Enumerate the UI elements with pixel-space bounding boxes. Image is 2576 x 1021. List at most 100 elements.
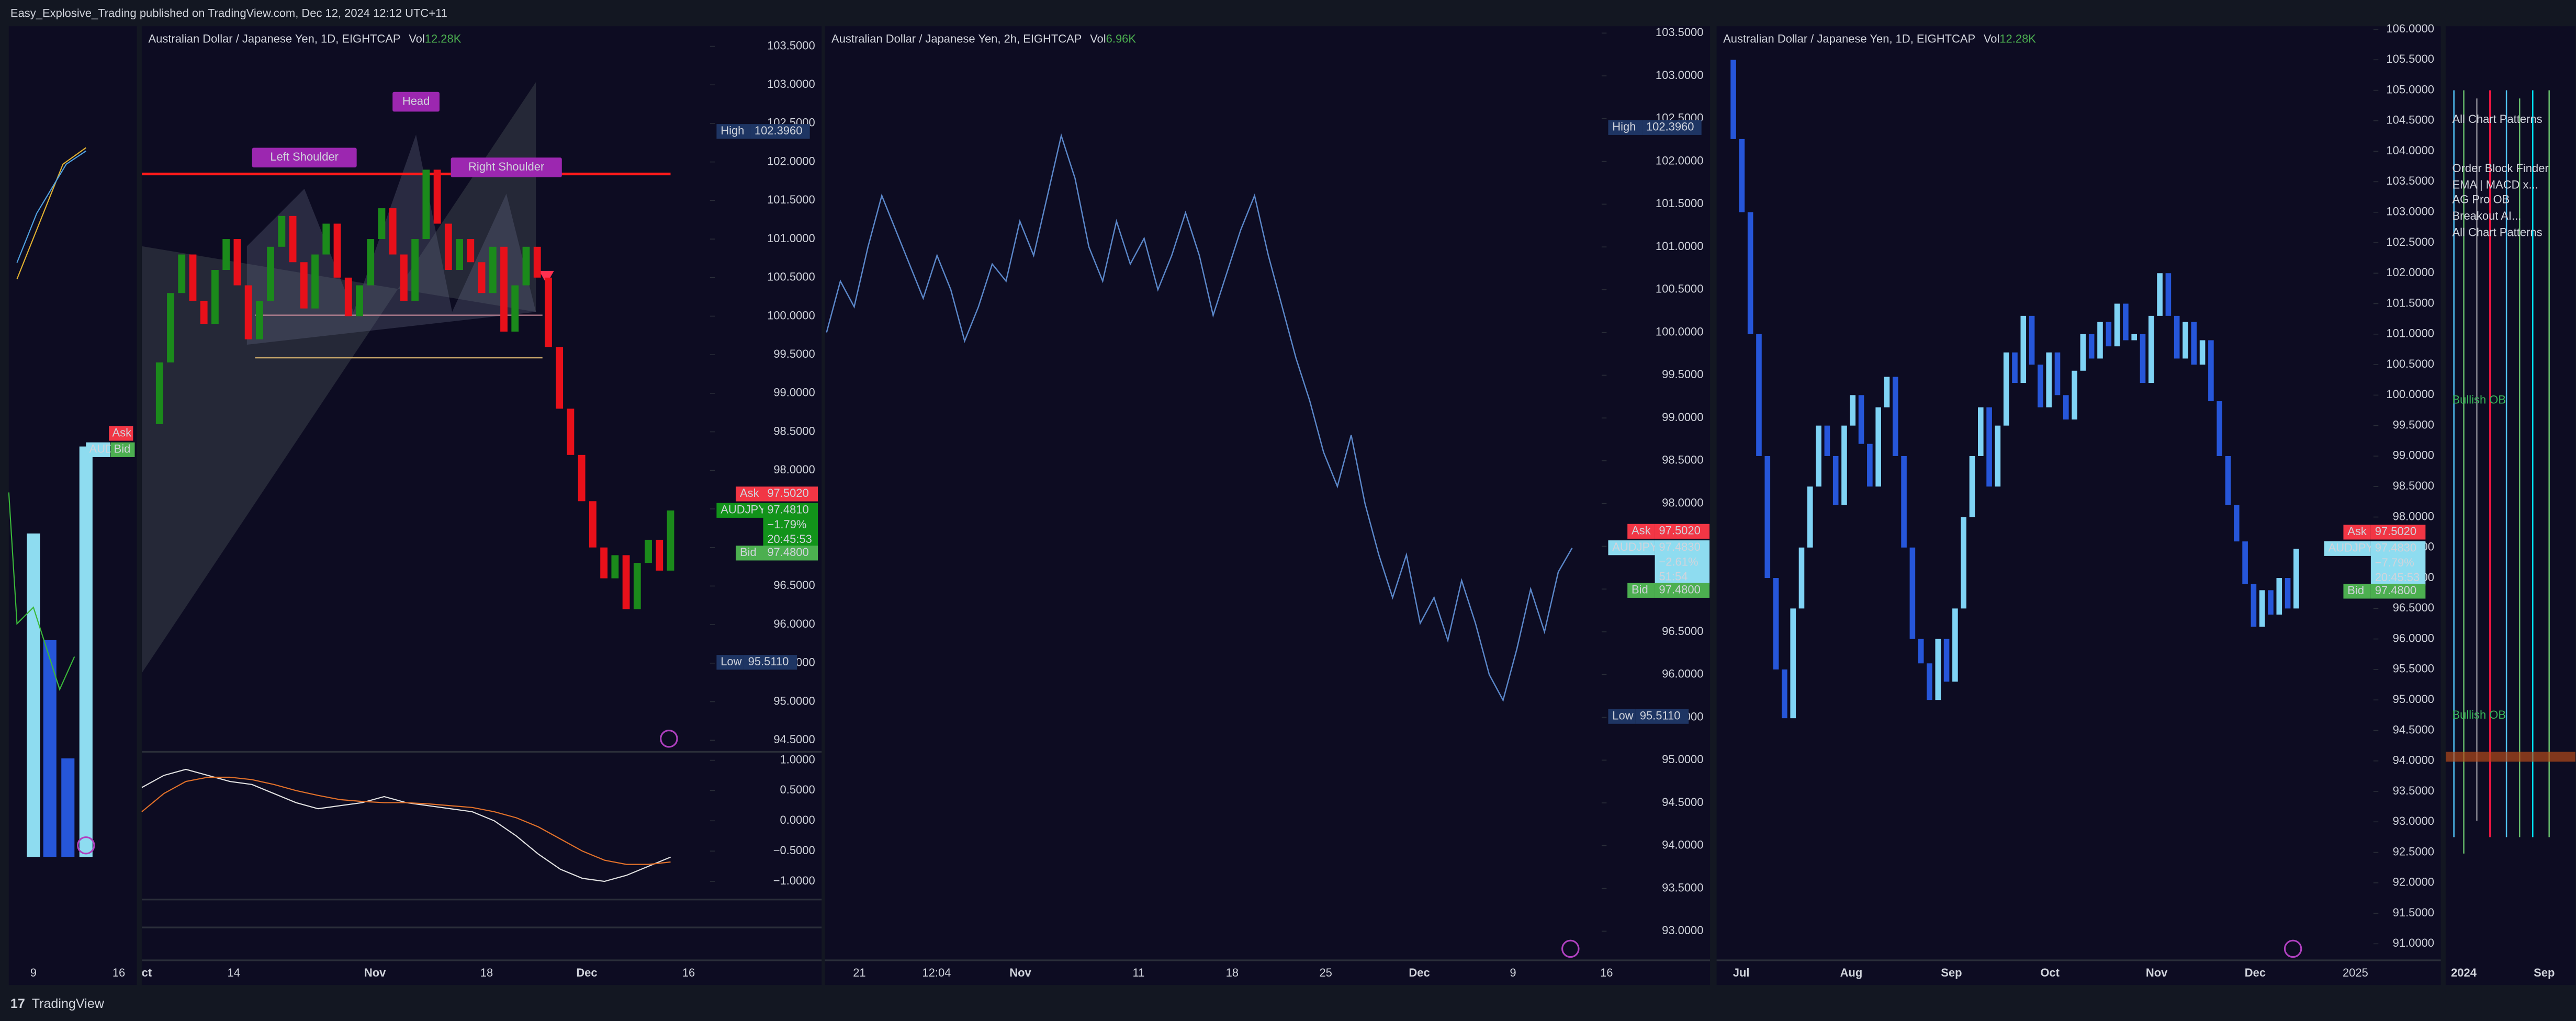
x-tick-label: Aug bbox=[1840, 966, 1863, 979]
y-tick-label: −0.5000 bbox=[773, 844, 815, 857]
candle bbox=[444, 223, 452, 270]
tag-name: Bid bbox=[2347, 584, 2364, 597]
vol-label: Vol bbox=[1984, 32, 2000, 45]
candle bbox=[2054, 352, 2061, 395]
candle bbox=[1875, 407, 1881, 487]
x-tick-label: 12:04 bbox=[922, 966, 951, 979]
y-tick-label: 93.5000 bbox=[1662, 881, 1703, 894]
tag-value: 97.4830 bbox=[2375, 541, 2416, 554]
y-tick-label: 95.5000 bbox=[2393, 662, 2434, 675]
price-tag bbox=[86, 442, 110, 458]
tag-value-box bbox=[744, 655, 797, 670]
candle bbox=[422, 169, 430, 240]
y-tick-label: 94.0000 bbox=[1662, 838, 1703, 852]
candle bbox=[1986, 407, 1992, 487]
y-tick-label: 103.0000 bbox=[767, 77, 815, 90]
price-tag bbox=[109, 426, 133, 441]
y-tick-label: 1.0000 bbox=[780, 753, 815, 766]
pattern-label: Right Shoulder bbox=[468, 160, 544, 173]
candle bbox=[2208, 340, 2214, 402]
y-tick-label: 94.5000 bbox=[1662, 796, 1703, 809]
indicator-label: All Chart Patterns bbox=[2453, 112, 2543, 126]
tag-name-box bbox=[736, 546, 763, 561]
x-tick-label: 21 bbox=[853, 966, 865, 979]
candle bbox=[2165, 273, 2172, 316]
tag-value: 95.5110 bbox=[748, 655, 789, 668]
indicator-label: Bullish OB bbox=[2453, 708, 2506, 721]
tag-value-box bbox=[763, 486, 818, 502]
x-tick-label: 16 bbox=[1600, 966, 1613, 979]
tag-name-box bbox=[716, 124, 751, 139]
tag-value: 95.5110 bbox=[1640, 709, 1681, 722]
price-tag-label: Bid bbox=[114, 443, 131, 456]
x-tick-label: 2025 bbox=[2343, 966, 2368, 979]
tag-value: 97.4830 bbox=[1659, 540, 1700, 553]
y-tick-label: 100.0000 bbox=[1656, 325, 1704, 338]
candle bbox=[2131, 334, 2137, 341]
x-tick-label: ct bbox=[142, 966, 152, 979]
icon bbox=[1561, 939, 1580, 958]
candle bbox=[356, 285, 363, 316]
indicator-label: Bullish OB bbox=[2453, 393, 2506, 406]
candle bbox=[2088, 334, 2095, 359]
candle bbox=[1782, 669, 1787, 719]
candle bbox=[2012, 352, 2018, 383]
candle bbox=[2063, 395, 2069, 420]
candle bbox=[1739, 139, 1745, 212]
side-line bbox=[16, 150, 86, 263]
x-tick-label: Dec bbox=[576, 966, 597, 979]
candle bbox=[311, 254, 319, 309]
x-tick-label: Nov bbox=[364, 966, 386, 979]
y-tick-label: 93.5000 bbox=[2393, 784, 2434, 797]
candle bbox=[189, 254, 197, 301]
side-bar bbox=[43, 640, 57, 857]
tag-value-box bbox=[2370, 584, 2426, 599]
y-tick-label: 104.0000 bbox=[2386, 144, 2434, 157]
candle bbox=[478, 262, 486, 293]
candle bbox=[1995, 425, 2001, 487]
candle bbox=[456, 239, 463, 270]
y-tick-label: 96.5000 bbox=[2393, 601, 2434, 614]
candle bbox=[222, 239, 230, 270]
tag-name: AUDJPY bbox=[721, 503, 766, 516]
tag-name-box bbox=[1608, 709, 1636, 724]
y-tick-label: 99.0000 bbox=[773, 386, 815, 399]
tag-name-box bbox=[2343, 584, 2371, 599]
pattern-label: Left Shoulder bbox=[270, 150, 339, 163]
y-tick-label: 103.5000 bbox=[767, 39, 815, 52]
candle bbox=[367, 239, 375, 286]
candle bbox=[200, 300, 208, 324]
pattern-label-box bbox=[252, 148, 357, 168]
y-tick-label: 98.0000 bbox=[2393, 509, 2434, 523]
tag-name: Ask bbox=[1632, 524, 1651, 537]
tag-value-box bbox=[2370, 541, 2426, 586]
candle bbox=[2276, 578, 2282, 615]
price-tag bbox=[110, 442, 135, 458]
title-text: Australian Dollar / Japanese Yen, 1D, EI… bbox=[1723, 32, 1975, 45]
candle bbox=[1824, 425, 1830, 456]
tag-name-box bbox=[2343, 525, 2371, 540]
candle bbox=[2233, 505, 2240, 542]
y-tick-label: 96.0000 bbox=[1662, 667, 1703, 680]
indicator-label: AG Pro OB bbox=[2453, 193, 2510, 206]
y-tick-label: 104.5000 bbox=[2386, 114, 2434, 127]
indicator-line bbox=[141, 776, 671, 865]
y-tick-label: 0.5000 bbox=[780, 783, 815, 796]
candle bbox=[2174, 315, 2180, 359]
candle bbox=[233, 239, 241, 286]
tag-name-box bbox=[1608, 540, 1655, 555]
candle bbox=[667, 510, 674, 571]
pane-3 bbox=[1716, 26, 2441, 985]
y-tick-label: 105.5000 bbox=[2386, 52, 2434, 65]
x-tick-label: 25 bbox=[1319, 966, 1332, 979]
y-tick-label: 100.0000 bbox=[2386, 388, 2434, 401]
tag-timer: 20:45:53 bbox=[2375, 571, 2420, 584]
price-tag-label: Ask bbox=[113, 426, 132, 439]
tag-change: −7.79% bbox=[2375, 556, 2414, 569]
side-bar bbox=[79, 446, 93, 857]
indicator-label: Order Block Finder bbox=[2453, 162, 2549, 175]
x-tick-label: 11 bbox=[1133, 966, 1145, 979]
y-tick-label: 101.5000 bbox=[2386, 296, 2434, 309]
y-tick-label: 101.5000 bbox=[1656, 197, 1704, 210]
candle bbox=[2183, 322, 2188, 359]
